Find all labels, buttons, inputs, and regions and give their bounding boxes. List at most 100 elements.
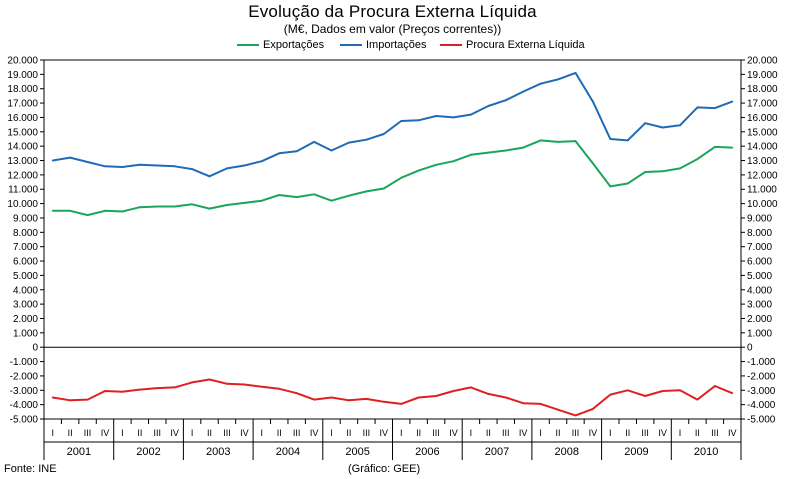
- legend-item-importacoes: Importações: [340, 39, 427, 51]
- data-point-0: [557, 140, 559, 143]
- y-tick-label-left: 11.000: [8, 185, 38, 196]
- data-point-2: [400, 403, 403, 405]
- x-quarter-label: IV: [310, 428, 319, 438]
- x-quarter-label: I: [330, 428, 333, 438]
- x-year-label: 2010: [694, 446, 718, 458]
- x-quarter-label: IV: [589, 428, 598, 438]
- data-point-1: [626, 139, 629, 142]
- data-point-1: [313, 140, 315, 143]
- data-point-1: [278, 152, 281, 155]
- data-point-2: [173, 386, 176, 389]
- data-point-2: [731, 392, 734, 395]
- x-quarter-label: II: [695, 428, 700, 438]
- y-tick-label-left: 19.000: [7, 70, 38, 81]
- x-quarter-label: III: [223, 428, 231, 438]
- y-tick-label-left: -4.000: [10, 400, 39, 411]
- x-axis: I II III IV I II III IV I II III IV I II III IV I II III IV…: [43, 419, 742, 460]
- data-point-1: [591, 100, 594, 103]
- series-lines: [51, 71, 734, 417]
- x-quarter-label: II: [207, 428, 212, 438]
- data-point-0: [295, 196, 298, 199]
- data-point-2: [626, 389, 629, 392]
- data-point-1: [417, 119, 420, 122]
- data-point-1: [400, 120, 403, 122]
- y-tick-label-left: 1.000: [13, 328, 38, 339]
- data-point-0: [208, 207, 211, 210]
- data-point-0: [86, 214, 89, 216]
- y-tick-label-left: 14.000: [7, 142, 38, 153]
- data-point-1: [208, 175, 211, 178]
- data-point-2: [713, 385, 716, 387]
- y-tick-label-left: 2.000: [13, 314, 38, 325]
- data-point-1: [365, 138, 368, 141]
- x-quarter-label: IV: [101, 428, 110, 438]
- data-point-0: [609, 185, 612, 188]
- x-quarter-label: III: [641, 428, 649, 438]
- y-tick-label-right: 3.000: [747, 300, 772, 311]
- y-tick-label-left: 20.000: [7, 56, 38, 67]
- x-quarter-label: II: [486, 428, 491, 438]
- data-point-0: [574, 140, 577, 143]
- data-point-2: [51, 396, 54, 399]
- y-tick-label-right: 12.000: [747, 170, 778, 181]
- y-tick-label-left: 9.000: [13, 213, 38, 224]
- data-point-1: [348, 141, 350, 144]
- data-point-2: [661, 390, 664, 392]
- y-tick-label-right: -3.000: [747, 386, 776, 397]
- data-point-0: [313, 193, 315, 196]
- data-point-1: [696, 106, 699, 109]
- data-point-1: [504, 99, 507, 102]
- data-point-1: [539, 82, 542, 85]
- y-tick-label-right: -4.000: [747, 400, 776, 411]
- data-point-1: [191, 168, 194, 171]
- data-point-1: [69, 156, 72, 159]
- y-tick-label-left: 17.000: [7, 99, 38, 110]
- data-point-2: [504, 396, 507, 399]
- data-point-2: [365, 397, 368, 400]
- data-point-2: [260, 385, 263, 388]
- x-year-label: 2003: [206, 446, 230, 458]
- x-quarter-label: III: [432, 428, 440, 438]
- data-point-1: [173, 165, 176, 168]
- y-tick-label-left: 16.000: [7, 113, 38, 124]
- y-tick-label-left: 18.000: [7, 84, 38, 95]
- data-point-2: [243, 383, 246, 386]
- data-point-1: [470, 113, 472, 116]
- y-tick-label-left: 5.000: [13, 271, 38, 282]
- y-tick-label-right: 15.000: [747, 127, 778, 138]
- data-point-2: [226, 382, 228, 385]
- x-quarter-label: III: [84, 428, 92, 438]
- x-year-label: 2004: [276, 446, 300, 458]
- x-year-label: 2009: [624, 446, 648, 458]
- data-point-2: [609, 393, 612, 396]
- data-point-0: [713, 145, 716, 148]
- x-year-label: 2006: [415, 446, 439, 458]
- y-tick-label-right: 5.000: [747, 271, 772, 282]
- x-quarter-label: I: [400, 428, 403, 438]
- x-year-label: 2001: [67, 446, 91, 458]
- data-point-2: [417, 396, 420, 399]
- legend-label-importacoes: Importações: [366, 39, 427, 51]
- x-quarter-label: I: [539, 428, 542, 438]
- plot-area: [43, 59, 742, 420]
- data-point-1: [609, 138, 612, 140]
- data-point-2: [104, 390, 106, 392]
- x-year-label: 2007: [485, 446, 509, 458]
- x-quarter-label: I: [261, 428, 264, 438]
- y-tick-label-left: -1.000: [10, 357, 39, 368]
- x-quarter-label: III: [154, 428, 162, 438]
- y-tick-label-right: 6.000: [747, 257, 772, 268]
- x-quarter-label: II: [625, 428, 630, 438]
- y-tick-label-left: 12.000: [7, 170, 38, 181]
- data-point-2: [86, 398, 89, 401]
- y-tick-label-right: 20.000: [747, 56, 778, 67]
- data-point-1: [731, 100, 734, 103]
- y-tick-label-right: 10.000: [747, 199, 778, 210]
- data-point-0: [504, 149, 507, 152]
- credit-note: (Gráfico: GEE): [348, 463, 421, 475]
- y-tick-label-left: -3.000: [10, 386, 39, 397]
- y-tick-label-left: 13.000: [7, 156, 38, 167]
- legend-swatch-procura: [440, 44, 462, 47]
- data-point-1: [382, 133, 385, 135]
